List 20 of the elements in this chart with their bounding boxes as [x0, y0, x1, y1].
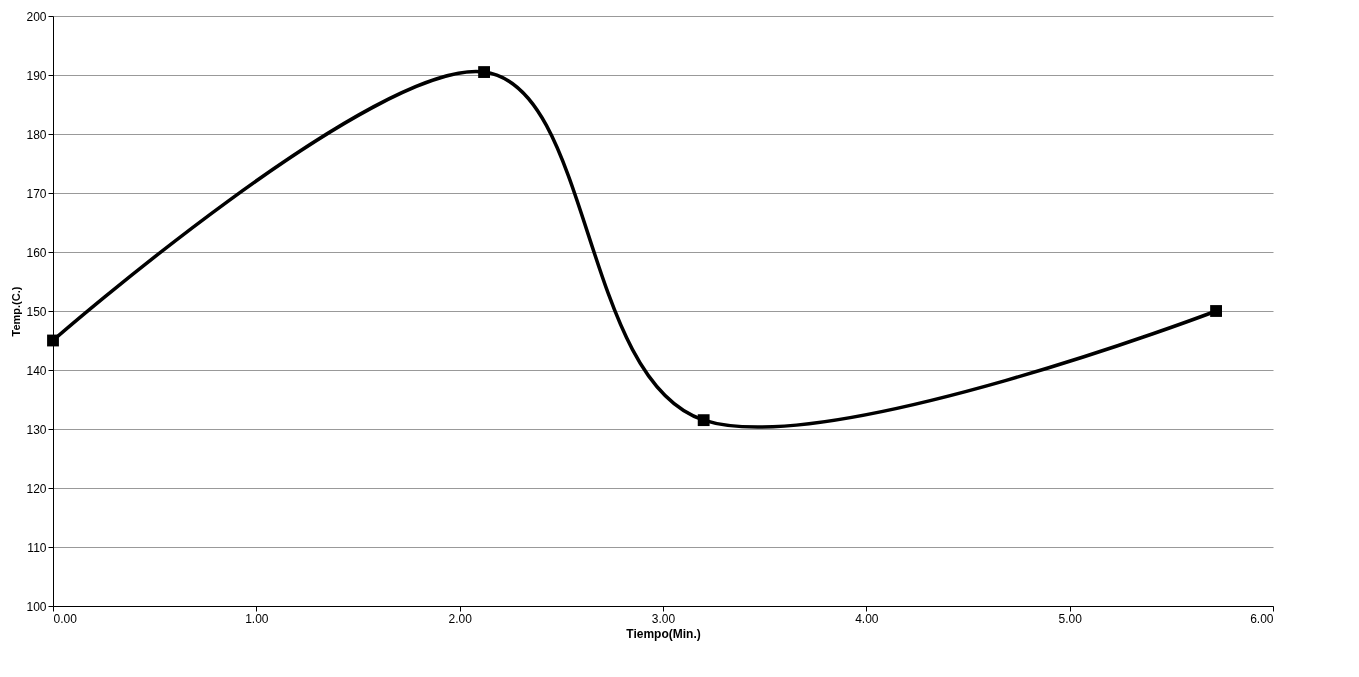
x-tick-label: 3.00 — [651, 611, 676, 626]
y-axis-title: Temp.(C.) — [10, 286, 23, 337]
x-tick-label: 5.00 — [1058, 611, 1083, 626]
y-tick-label: 170 — [26, 186, 47, 201]
x-tick-label: 4.00 — [855, 611, 879, 626]
y-tick-label: 120 — [26, 481, 47, 496]
y-tick-label: 180 — [26, 127, 47, 142]
y-tick-label: 160 — [26, 245, 47, 260]
y-tick-label: 110 — [27, 540, 47, 555]
y-tick-label: 150 — [26, 304, 47, 319]
x-tick-label: 6.00 — [1250, 611, 1274, 626]
y-tick-label: 190 — [26, 68, 47, 83]
x-tick-label: 0.00 — [53, 611, 78, 626]
y-tick-label: 130 — [26, 422, 47, 437]
x-tick-label: 1.00 — [245, 611, 269, 626]
y-tick-label: 200 — [26, 9, 47, 24]
y-tick-label: 140 — [26, 363, 47, 378]
x-tick-label: 2.00 — [448, 611, 473, 626]
y-tick-label: 100 — [26, 599, 47, 614]
x-axis-title: Tiempo(Min.) — [626, 626, 701, 641]
